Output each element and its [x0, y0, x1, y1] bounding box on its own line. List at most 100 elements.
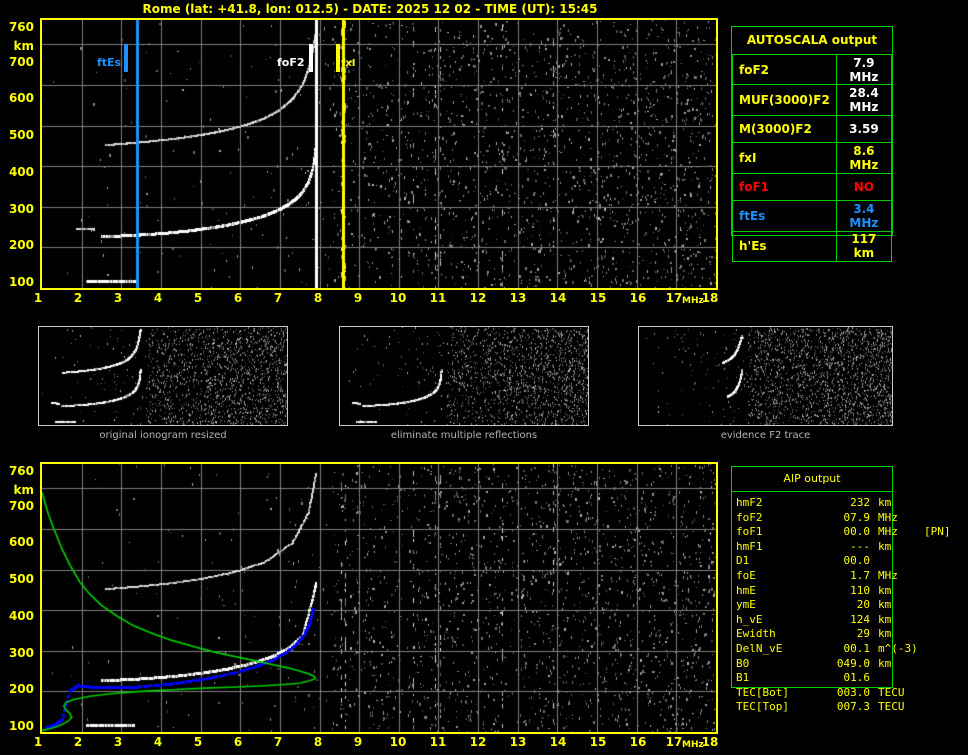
- bot-x-tick-9: 9: [353, 735, 363, 749]
- autoscala-value-1: 28.4 MHz: [835, 84, 893, 116]
- marker-bar-fxi: [336, 44, 340, 72]
- bot-x-tick-1: 1: [33, 735, 43, 749]
- bot-x-tick-3: 3: [113, 735, 123, 749]
- page-title: Rome (lat: +41.8, lon: 012.5) - DATE: 20…: [142, 2, 598, 16]
- aip-row: hmF2 232 km: [736, 496, 892, 509]
- bot-y-tick-200: 200: [8, 682, 34, 696]
- autoscala-key-3: fxI: [732, 142, 837, 174]
- top-x-tick-5: 5: [193, 291, 203, 305]
- top-x-axis: 1 2 3 4 5 6 7 8 9 10 11 12 13 14 15 16 1…: [0, 291, 722, 308]
- top-y-tick-100: 100: [8, 275, 34, 289]
- top-x-tick-1: 1: [33, 291, 43, 305]
- top-x-tick-3: 3: [113, 291, 123, 305]
- top-ionogram-panel: 760 km 700 600 500 400 300 200 100 ftEs …: [0, 18, 722, 308]
- autoscala-row: foF2 7.9 MHz: [732, 53, 893, 86]
- autoscala-row: fxI 8.6 MHz: [732, 142, 893, 174]
- autoscala-row: MUF(3000)F2 28.4 MHz: [732, 84, 893, 116]
- top-y-tick-300: 300: [8, 202, 34, 216]
- strip-panel-f2trace: [638, 326, 893, 426]
- marker-label-fxi: fxI: [341, 58, 356, 69]
- strip-caption-f2trace: evidence F2 trace: [720, 430, 811, 441]
- bot-x-tick-10: 10: [389, 735, 407, 749]
- aip-row: ymE 20 km: [736, 598, 892, 612]
- autoscala-row: M(3000)F2 3.59: [732, 114, 893, 144]
- top-x-tick-15: 15: [589, 291, 607, 305]
- autoscala-value-5: 3.4 MHz: [835, 200, 893, 232]
- strip-panel-eliminate: [339, 326, 589, 426]
- bot-x-tick-6: 6: [233, 735, 243, 749]
- autoscala-value-6: 117 km: [835, 230, 893, 262]
- bot-x-tick-4: 4: [153, 735, 163, 749]
- top-x-tick-8: 8: [313, 291, 323, 305]
- marker-label-ftes: ftEs: [97, 56, 122, 69]
- bot-y-tick-760: 760: [8, 464, 34, 478]
- bot-x-tick-18: 18: [701, 735, 719, 749]
- top-y-tick-400: 400: [8, 165, 34, 179]
- autoscala-key-1: MUF(3000)F2: [732, 84, 837, 116]
- bot-x-tick-16: 16: [629, 735, 647, 749]
- top-x-tick-9: 9: [353, 291, 363, 305]
- aip-row: foF1 00.0 MHz [PN]: [736, 525, 951, 539]
- bot-x-tick-15: 15: [589, 735, 607, 749]
- strip-canvas-eliminate: [340, 327, 588, 425]
- bot-x-unit: MHz: [682, 740, 704, 750]
- strip-canvas-original: [39, 327, 287, 425]
- aip-row: DelN_vE 00.1 m^(-3): [736, 641, 918, 655]
- bottom-ionogram-panel: 760 km 700 600 500 400 300 200 100 1 2 3…: [0, 462, 722, 755]
- top-y-tick-500: 500: [8, 128, 34, 142]
- bot-y-tick-400: 400: [8, 609, 34, 623]
- top-y-tick-760: 760: [8, 20, 34, 34]
- strip-panel-original: [38, 326, 288, 426]
- top-ionogram-canvas: [42, 20, 716, 288]
- bottom-x-axis: 1 2 3 4 5 6 7 8 9 10 11 12 13 14 15 16 1…: [0, 735, 722, 752]
- autoscala-value-0: 7.9 MHz: [835, 53, 893, 86]
- bot-x-tick-11: 11: [429, 735, 447, 749]
- autoscala-key-4: foF1: [732, 172, 837, 202]
- autoscala-output-panel: AUTOSCALA output foF2 7.9 MHz MUF(3000)F2 2…: [731, 26, 893, 262]
- bot-x-tick-14: 14: [549, 735, 567, 749]
- bot-y-tick-100: 100: [8, 719, 34, 733]
- bottom-ionogram-plot: [40, 462, 718, 734]
- strip-canvas-f2trace: [639, 327, 892, 425]
- marker-bar-ftes: [124, 44, 128, 72]
- autoscala-key-5: ftEs: [732, 200, 837, 232]
- bot-y-unit: km: [13, 483, 34, 497]
- bot-x-tick-12: 12: [469, 735, 487, 749]
- top-x-tick-14: 14: [549, 291, 567, 305]
- autoscala-key-2: M(3000)F2: [732, 114, 837, 144]
- aip-row: h_vE 124 km: [736, 612, 892, 626]
- aip-row: B0 049.0 km: [736, 656, 892, 670]
- top-x-tick-17: 17: [665, 291, 683, 305]
- autoscala-heading: AUTOSCALA output: [746, 33, 878, 47]
- top-y-unit: km: [13, 39, 34, 53]
- autoscala-value-3: 8.6 MHz: [835, 142, 893, 174]
- bot-y-tick-700: 700: [8, 499, 34, 513]
- bot-y-tick-600: 600: [8, 535, 34, 549]
- top-x-tick-6: 6: [233, 291, 243, 305]
- top-y-tick-600: 600: [8, 91, 34, 105]
- aip-row: TEC[Bot] 003.0 TECU: [736, 685, 905, 699]
- autoscala-key-6: h'Es: [732, 230, 837, 262]
- autoscala-table: foF2 7.9 MHz MUF(3000)F2 28.4 MHz M(3000)F2 3…: [732, 53, 893, 262]
- bottom-ionogram-canvas: [42, 464, 716, 732]
- aip-row: foE 1.7 MHz: [736, 568, 898, 582]
- strip-caption-original: original ionogram resized: [99, 430, 227, 441]
- top-x-tick-11: 11: [429, 291, 447, 305]
- autoscala-key-0: foF2: [732, 53, 837, 86]
- bot-x-tick-13: 13: [509, 735, 527, 749]
- top-x-tick-13: 13: [509, 291, 527, 305]
- aip-row: foF2 07.9 MHz: [736, 510, 898, 524]
- autoscala-value-2: 3.59: [835, 114, 893, 144]
- aip-row: TEC[Top] 007.3 TECU: [736, 700, 905, 714]
- autoscala-row: foF1 NO: [732, 172, 893, 202]
- bot-x-tick-2: 2: [73, 735, 83, 749]
- bot-y-tick-500: 500: [8, 572, 34, 586]
- bot-x-tick-8: 8: [313, 735, 323, 749]
- top-x-tick-16: 16: [629, 291, 647, 305]
- top-ionogram-plot: [40, 18, 718, 290]
- autoscala-row: h'Es 117 km: [732, 230, 893, 262]
- top-y-tick-700: 700: [8, 55, 34, 69]
- aip-row: B1 01.6: [736, 671, 870, 685]
- aip-row: hmE 110 km: [736, 583, 892, 597]
- top-x-tick-18: 18: [701, 291, 719, 305]
